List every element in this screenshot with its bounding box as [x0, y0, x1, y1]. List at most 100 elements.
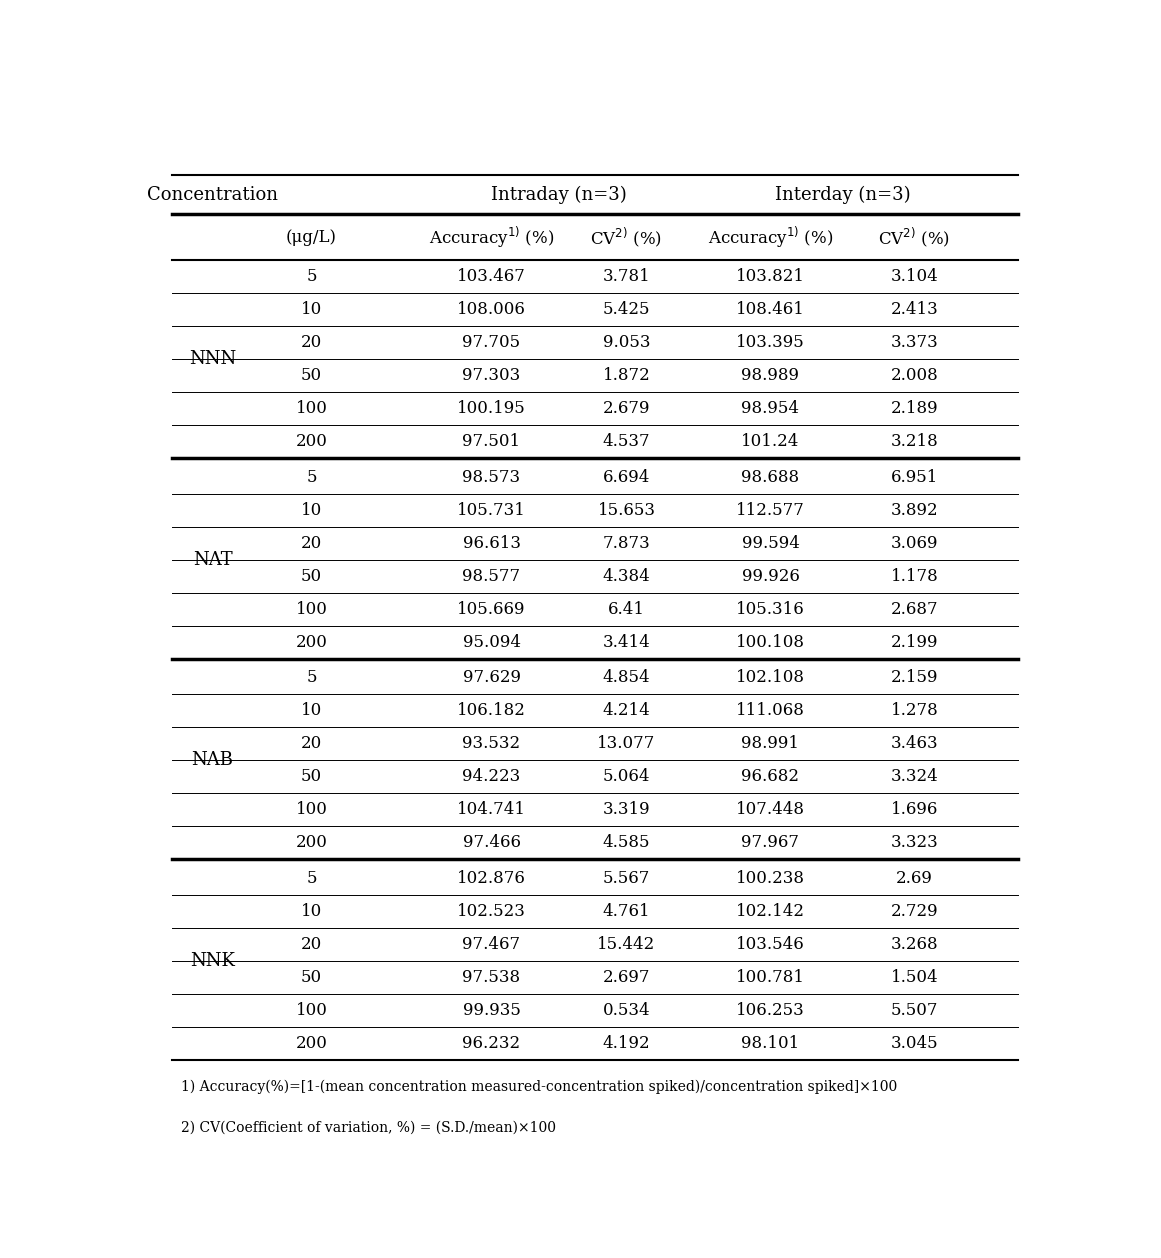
Text: 102.142: 102.142 — [736, 903, 805, 920]
Text: 98.991: 98.991 — [742, 735, 800, 752]
Text: 200: 200 — [296, 634, 327, 650]
Text: NNN: NNN — [189, 350, 236, 369]
Text: Accuracy$^{1)}$ (%): Accuracy$^{1)}$ (%) — [428, 225, 554, 250]
Text: 5: 5 — [307, 469, 317, 486]
Text: Intraday (n=3): Intraday (n=3) — [491, 185, 627, 204]
Text: 3.218: 3.218 — [890, 433, 938, 450]
Text: 13.077: 13.077 — [597, 735, 656, 752]
Text: 1.178: 1.178 — [890, 567, 938, 585]
Text: 3.463: 3.463 — [890, 735, 938, 752]
Text: 6.41: 6.41 — [608, 600, 646, 618]
Text: 3.045: 3.045 — [890, 1034, 938, 1052]
Text: 5.425: 5.425 — [603, 302, 650, 318]
Text: 10: 10 — [301, 702, 323, 720]
Text: 3.373: 3.373 — [890, 335, 938, 351]
Text: 15.653: 15.653 — [598, 502, 656, 518]
Text: 3.414: 3.414 — [603, 634, 650, 650]
Text: 4.537: 4.537 — [603, 433, 650, 450]
Text: (μg/L): (μg/L) — [286, 229, 337, 245]
Text: 7.873: 7.873 — [603, 535, 650, 552]
Text: 94.223: 94.223 — [462, 769, 520, 785]
Text: 50: 50 — [301, 969, 322, 986]
Text: 5: 5 — [307, 871, 317, 887]
Text: 100.108: 100.108 — [736, 634, 805, 650]
Text: 97.629: 97.629 — [462, 669, 520, 687]
Text: 97.538: 97.538 — [462, 969, 520, 986]
Text: 107.448: 107.448 — [736, 801, 805, 818]
Text: 103.546: 103.546 — [736, 936, 805, 952]
Text: 5.064: 5.064 — [603, 769, 650, 785]
Text: 3.104: 3.104 — [890, 268, 938, 286]
Text: 97.501: 97.501 — [462, 433, 520, 450]
Text: 95.094: 95.094 — [462, 634, 520, 650]
Text: 10: 10 — [301, 502, 323, 518]
Text: 97.466: 97.466 — [462, 834, 520, 852]
Text: 3.323: 3.323 — [890, 834, 938, 852]
Text: 100: 100 — [296, 1001, 327, 1019]
Text: 50: 50 — [301, 567, 322, 585]
Text: 3.324: 3.324 — [890, 769, 938, 785]
Text: 98.577: 98.577 — [462, 567, 520, 585]
Text: 1) Accuracy(%)=[1-(mean concentration measured-concentration spiked)/concentrati: 1) Accuracy(%)=[1-(mean concentration me… — [181, 1079, 897, 1094]
Text: 2.413: 2.413 — [890, 302, 938, 318]
Text: 5.507: 5.507 — [890, 1001, 938, 1019]
Text: 97.705: 97.705 — [462, 335, 520, 351]
Text: 100: 100 — [296, 600, 327, 618]
Text: 2) CV(Coefficient of variation, %) = (S.D./mean)×100: 2) CV(Coefficient of variation, %) = (S.… — [181, 1121, 556, 1135]
Text: 2.189: 2.189 — [890, 400, 938, 418]
Text: Interday (n=3): Interday (n=3) — [774, 185, 910, 204]
Text: 2.679: 2.679 — [603, 400, 650, 418]
Text: 20: 20 — [301, 535, 323, 552]
Text: 105.731: 105.731 — [457, 502, 526, 518]
Text: 98.954: 98.954 — [742, 400, 800, 418]
Text: 10: 10 — [301, 302, 323, 318]
Text: 3.069: 3.069 — [890, 535, 938, 552]
Text: 4.854: 4.854 — [603, 669, 650, 687]
Text: 99.935: 99.935 — [462, 1001, 520, 1019]
Text: 104.741: 104.741 — [457, 801, 526, 818]
Text: 93.532: 93.532 — [462, 735, 520, 752]
Text: 100.781: 100.781 — [736, 969, 805, 986]
Text: 2.69: 2.69 — [896, 871, 933, 887]
Text: 98.101: 98.101 — [742, 1034, 800, 1052]
Text: 100: 100 — [296, 801, 327, 818]
Text: 106.253: 106.253 — [736, 1001, 805, 1019]
Text: 103.395: 103.395 — [736, 335, 805, 351]
Text: 3.781: 3.781 — [603, 268, 650, 286]
Text: 20: 20 — [301, 936, 323, 952]
Text: 20: 20 — [301, 735, 323, 752]
Text: 1.872: 1.872 — [603, 367, 650, 384]
Text: 200: 200 — [296, 433, 327, 450]
Text: 108.461: 108.461 — [736, 302, 805, 318]
Text: 1.278: 1.278 — [890, 702, 938, 720]
Text: 200: 200 — [296, 1034, 327, 1052]
Text: 97.967: 97.967 — [742, 834, 800, 852]
Text: 103.821: 103.821 — [736, 268, 805, 286]
Text: Concentration: Concentration — [147, 185, 279, 204]
Text: 106.182: 106.182 — [457, 702, 526, 720]
Text: CV$^{2)}$ (%): CV$^{2)}$ (%) — [879, 225, 951, 249]
Text: NAB: NAB — [192, 751, 233, 769]
Text: NAT: NAT — [193, 551, 232, 569]
Text: 112.577: 112.577 — [736, 502, 805, 518]
Text: 96.232: 96.232 — [462, 1034, 520, 1052]
Text: 103.467: 103.467 — [457, 268, 526, 286]
Text: 2.687: 2.687 — [890, 600, 938, 618]
Text: 98.989: 98.989 — [742, 367, 800, 384]
Text: 50: 50 — [301, 367, 322, 384]
Text: 200: 200 — [296, 834, 327, 852]
Text: 4.761: 4.761 — [603, 903, 650, 920]
Text: 102.523: 102.523 — [457, 903, 526, 920]
Text: 50: 50 — [301, 769, 322, 785]
Text: 102.108: 102.108 — [736, 669, 805, 687]
Text: 5: 5 — [307, 268, 317, 286]
Text: 102.876: 102.876 — [457, 871, 526, 887]
Text: 100.238: 100.238 — [736, 871, 805, 887]
Text: 4.384: 4.384 — [603, 567, 650, 585]
Text: 3.319: 3.319 — [603, 801, 650, 818]
Text: 97.303: 97.303 — [462, 367, 520, 384]
Text: 111.068: 111.068 — [736, 702, 805, 720]
Text: 6.951: 6.951 — [890, 469, 938, 486]
Text: 3.892: 3.892 — [890, 502, 938, 518]
Text: 100.195: 100.195 — [457, 400, 526, 418]
